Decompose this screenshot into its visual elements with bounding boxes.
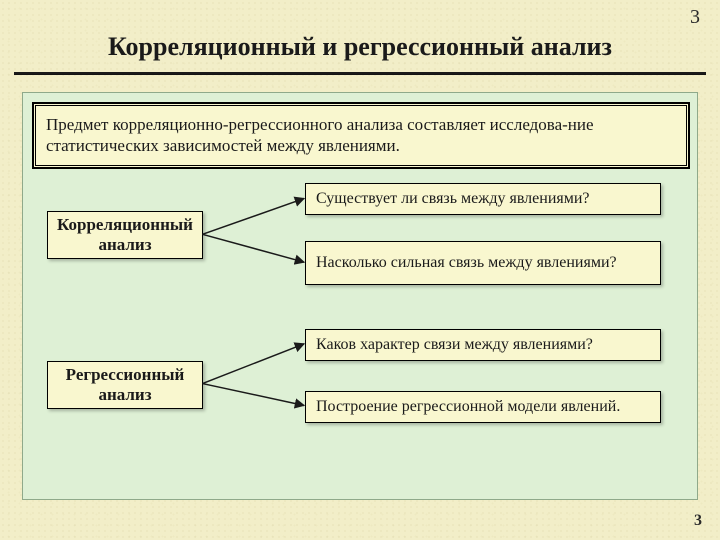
node-q3: Каков характер связи между явлениями? — [305, 329, 661, 361]
content-panel: Предмет корреляционно-регрессионного ана… — [22, 92, 698, 500]
node-label: Регрессионный анализ — [56, 365, 194, 405]
node-label: Корреляционный анализ — [56, 215, 194, 255]
edge-corr-q1 — [202, 198, 304, 234]
node-regression: Регрессионный анализ — [47, 361, 203, 409]
page-number-top: 3 — [690, 6, 700, 29]
node-q4: Построение регрессионной модели явлений. — [305, 391, 661, 423]
node-correlation: Корреляционный анализ — [47, 211, 203, 259]
edge-regr-q3 — [202, 344, 304, 384]
title-rule — [14, 72, 706, 75]
node-label: Насколько сильная связь между явлениями? — [316, 254, 617, 272]
node-label: Существует ли связь между явлениями? — [316, 190, 590, 208]
node-q2: Насколько сильная связь между явлениями? — [305, 241, 661, 285]
edge-corr-q2 — [202, 234, 304, 262]
node-label: Построение регрессионной модели явлений. — [316, 398, 620, 416]
page-number-bottom: 3 — [694, 512, 702, 530]
node-label: Каков характер связи между явлениями? — [316, 336, 593, 354]
node-q1: Существует ли связь между явлениями? — [305, 183, 661, 215]
slide-page: 3 Корреляционный и регрессионный анализ … — [0, 0, 720, 540]
page-title: Корреляционный и регрессионный анализ — [0, 32, 720, 62]
definition-box: Предмет корреляционно-регрессионного ана… — [33, 103, 689, 168]
edge-regr-q4 — [202, 384, 304, 406]
